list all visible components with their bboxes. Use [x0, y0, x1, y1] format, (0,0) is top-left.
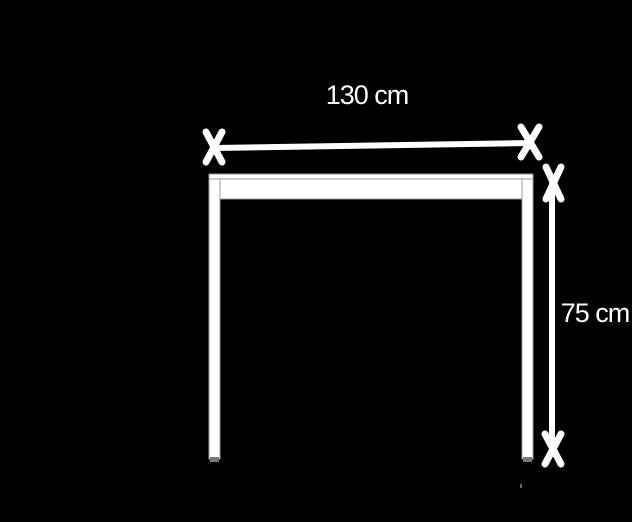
table-leg-right: [521, 178, 534, 460]
table-outline: [208, 173, 534, 488]
table-apron: [218, 178, 524, 200]
height-top-x-marker: [542, 163, 565, 203]
width-right-x-marker: [517, 123, 543, 161]
table-top: [208, 173, 534, 180]
width-left-x-marker: [202, 128, 226, 166]
height-bottom-x-marker: [541, 430, 565, 468]
table-foot-left: [210, 457, 219, 462]
table-leg-left: [208, 178, 221, 460]
height-dimension-label: 75 cm: [561, 298, 630, 328]
table-foot-right: [523, 457, 532, 462]
width-dimension-line: [202, 123, 543, 166]
height-dimension-line: [541, 163, 565, 468]
floor-mark: [520, 484, 522, 488]
width-dimension-label: 130 cm: [326, 80, 409, 110]
